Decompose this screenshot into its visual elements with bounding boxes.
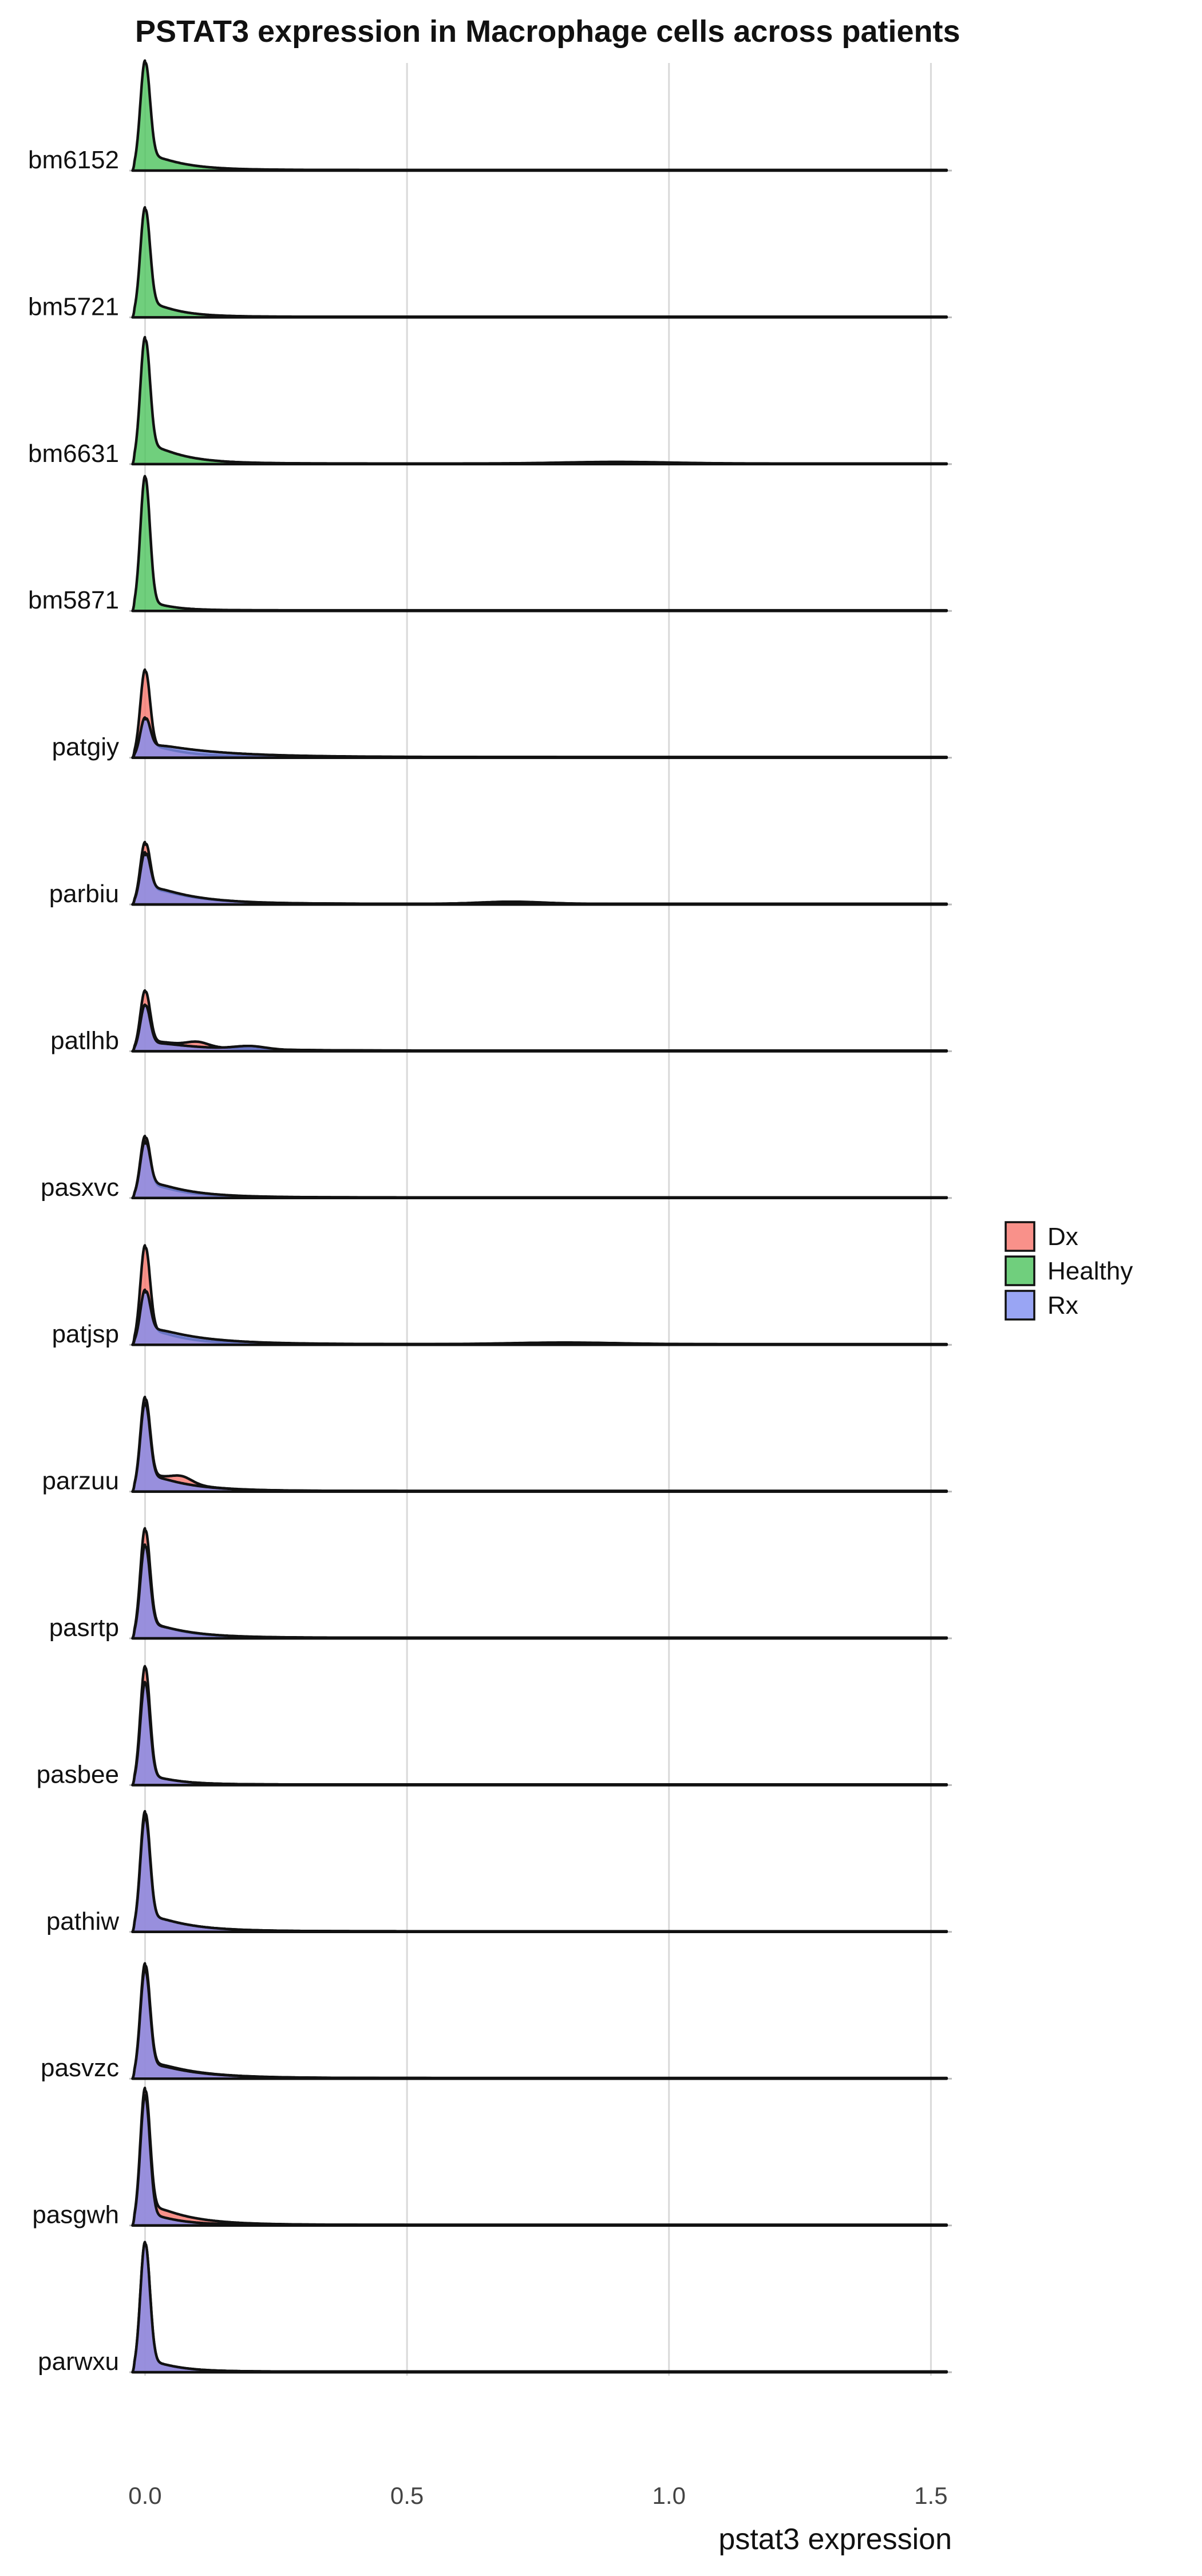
density-rx-pasgwh xyxy=(131,2094,948,2227)
ridge-row-patjsp xyxy=(129,1244,952,1346)
density-dx-pasxvc xyxy=(131,1135,948,1200)
legend-swatch-dx xyxy=(1005,1221,1035,1252)
density-dx-pasvzc xyxy=(131,1962,948,2080)
density-rx-pasrtp xyxy=(131,1543,948,1640)
ridges-layer xyxy=(129,59,952,2374)
row-label: bm6152 xyxy=(28,146,119,174)
ridge-row-bm6152 xyxy=(129,59,952,172)
density-dx-pasrtp xyxy=(131,1527,948,1640)
density-dx-patlhb xyxy=(131,989,948,1053)
density-dx-pasbee xyxy=(131,1665,948,1787)
x-axis-label: pstat3 expression xyxy=(718,2523,952,2556)
density-dx-parbiu xyxy=(131,840,948,906)
row-label: pasxvc xyxy=(41,1174,119,1202)
ridge-row-parzuu xyxy=(129,1396,952,1493)
row-label: pasgwh xyxy=(32,2201,119,2229)
density-rx-parbiu xyxy=(131,851,948,906)
density-rx-patjsp xyxy=(131,1288,948,1346)
row-label: patjsp xyxy=(52,1320,119,1348)
row-label: parzuu xyxy=(42,1467,119,1495)
density-rx-pasbee xyxy=(131,1681,948,1787)
density-dx-patgiy xyxy=(131,668,948,759)
density-dx-parwxu xyxy=(131,2241,948,2374)
density-rx-pasvzc xyxy=(131,1967,948,2080)
legend-label-healthy: Healthy xyxy=(1047,1257,1133,1285)
density-rx-patgiy xyxy=(131,716,948,759)
row-label: bm6631 xyxy=(28,440,119,468)
x-tick-label: 0.5 xyxy=(390,2482,424,2509)
ridge-row-pasrtp xyxy=(129,1527,952,1640)
density-healthy-bm5721 xyxy=(131,206,948,319)
row-label: pasrtp xyxy=(49,1614,119,1642)
row-label: parwxu xyxy=(38,2348,119,2376)
density-dx-patjsp xyxy=(131,1244,948,1346)
x-tick-labels: 0.0 0.5 1.0 1.5 xyxy=(128,2482,947,2509)
row-label: pasbee xyxy=(37,1760,119,1788)
ridge-row-pasbee xyxy=(129,1665,952,1787)
grid-layer xyxy=(144,63,932,2376)
density-dx-pathiw xyxy=(131,1809,948,1934)
ridge-row-bm5871 xyxy=(129,475,952,613)
chart-title: PSTAT3 expression in Macrophage cells ac… xyxy=(135,14,960,49)
legend-swatch-healthy xyxy=(1005,1255,1035,1286)
density-rx-pathiw xyxy=(131,1815,948,1934)
density-rx-parwxu xyxy=(131,2241,948,2374)
density-healthy-bm6152 xyxy=(131,59,948,172)
ridge-row-patlhb xyxy=(129,989,952,1053)
density-dx-pasgwh xyxy=(131,2087,948,2227)
density-healthy-bm5871 xyxy=(131,475,948,613)
legend: Dx Healthy Rx xyxy=(1005,1221,1133,1321)
row-label: parbiu xyxy=(49,880,119,908)
row-label: patgiy xyxy=(52,733,119,761)
density-rx-pasxvc xyxy=(131,1139,948,1200)
x-tick-label: 1.0 xyxy=(653,2482,686,2509)
row-labels: bm6152 bm5721 bm6631 bm5871 patgiy parbiu patl… xyxy=(28,146,119,2376)
legend-swatch-rx xyxy=(1005,1290,1035,1321)
density-rx-parzuu xyxy=(131,1401,948,1493)
ridge-row-patgiy xyxy=(129,668,952,759)
ridge-row-pasxvc xyxy=(129,1135,952,1200)
x-tick-label: 1.5 xyxy=(914,2482,947,2509)
density-healthy-bm6631 xyxy=(131,335,948,466)
ridge-row-bm6631 xyxy=(129,335,952,466)
ridge-row-bm5721 xyxy=(129,206,952,319)
row-label: bm5871 xyxy=(28,586,119,614)
x-tick-label: 0.0 xyxy=(128,2482,161,2509)
row-label: pathiw xyxy=(46,1907,119,1935)
ridge-row-pasvzc xyxy=(129,1962,952,2080)
row-label: bm5721 xyxy=(28,293,119,321)
ridge-row-pathiw xyxy=(129,1809,952,1934)
ridge-row-parbiu xyxy=(129,840,952,906)
row-label: pasvzc xyxy=(41,2054,119,2082)
legend-label-rx: Rx xyxy=(1047,1291,1078,1319)
ridge-row-parwxu xyxy=(129,2241,952,2374)
density-dx-parzuu xyxy=(131,1396,948,1493)
row-label: patlhb xyxy=(50,1026,119,1054)
density-rx-patlhb xyxy=(131,1003,948,1053)
legend-label-dx: Dx xyxy=(1047,1223,1078,1251)
ridge-row-pasgwh xyxy=(129,2087,952,2227)
